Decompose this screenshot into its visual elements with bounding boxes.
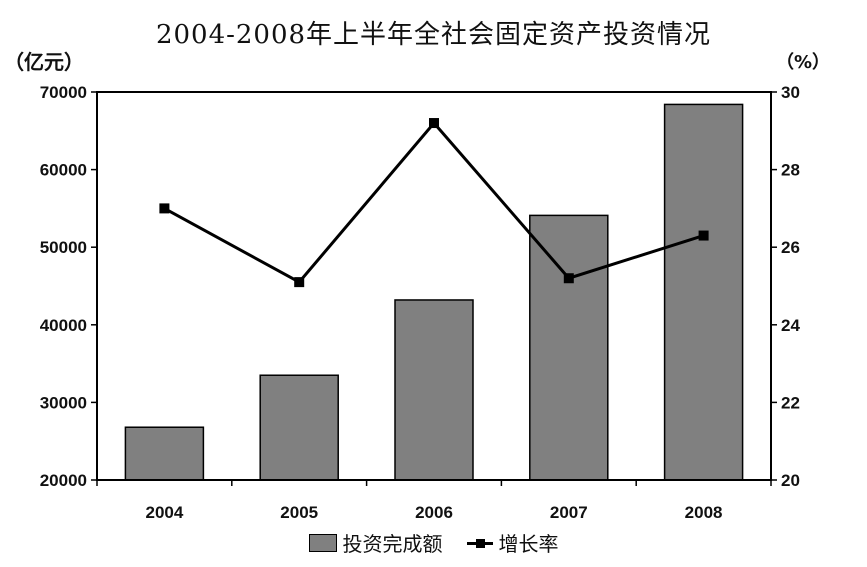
- x-tick-label: 2007: [550, 503, 588, 522]
- legend-swatch-bar: [308, 533, 337, 552]
- growth-rate-marker: [429, 118, 439, 129]
- plot-frame: [96, 91, 772, 481]
- legend: 投资完成额 增长率: [0, 528, 867, 557]
- y2-tick-label: 20: [781, 471, 800, 490]
- x-tick-label: 2005: [280, 503, 318, 522]
- x-tick-label: 2008: [685, 503, 723, 522]
- growth-rate-marker: [159, 203, 170, 214]
- y2-tick-label: 24: [781, 316, 800, 335]
- x-tick-label: 2006: [415, 503, 453, 522]
- y-tick-label: 70000: [40, 83, 87, 102]
- growth-rate-marker: [294, 277, 305, 288]
- growth-rate-marker: [563, 273, 574, 284]
- bar: [529, 214, 609, 481]
- growth-rate-marker: [698, 230, 709, 241]
- bar: [394, 299, 474, 481]
- y2-tick-label: 30: [781, 83, 800, 102]
- y-tick-label: 60000: [40, 161, 87, 180]
- y2-tick-label: 28: [781, 161, 800, 180]
- left-axis-unit: （亿元）: [4, 50, 84, 74]
- growth-rate-line: [163, 120, 705, 285]
- y-tick-label: 20000: [40, 471, 87, 490]
- y-tick-label: 50000: [40, 238, 87, 257]
- bar: [663, 103, 744, 481]
- y2-tick-label: 26: [781, 238, 800, 257]
- legend-label-line: 增长率: [498, 532, 559, 556]
- y-tick-label: 30000: [40, 393, 87, 412]
- right-axis-unit: （%）: [776, 52, 831, 73]
- x-tick-label: 2004: [145, 503, 183, 522]
- bar: [259, 374, 339, 481]
- y2-tick-label: 22: [781, 393, 800, 412]
- y-tick-label: 40000: [40, 316, 87, 335]
- bar: [124, 426, 205, 481]
- legend-item-line: 增长率: [466, 528, 559, 557]
- chart-title: 2004-2008年上半年全社会固定资产投资情况: [155, 20, 712, 50]
- legend-item-bar: 投资完成额: [308, 528, 443, 557]
- legend-label-bar: 投资完成额: [342, 532, 443, 556]
- legend-swatch-line: [466, 535, 493, 551]
